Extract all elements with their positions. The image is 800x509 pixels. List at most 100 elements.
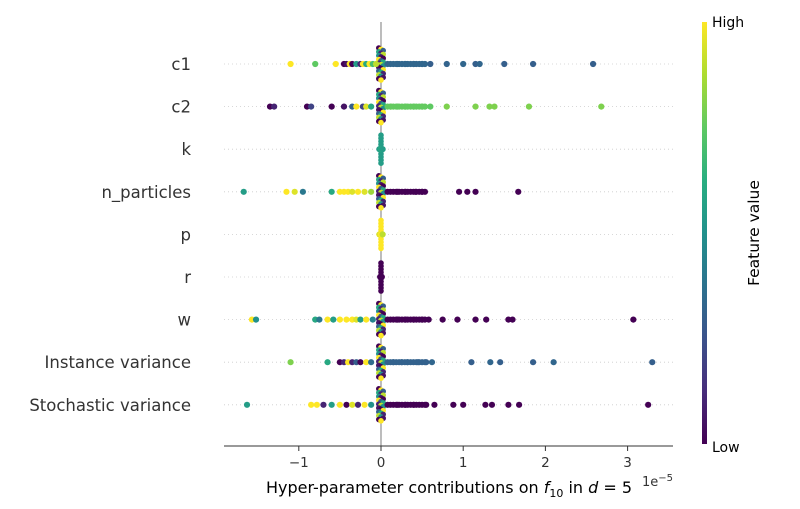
point-c2-10 — [368, 103, 375, 110]
band-dot-stochastic-variance — [421, 401, 429, 408]
point-stochastic-variance-17 — [460, 401, 467, 408]
point-w-19 — [454, 316, 461, 323]
point-n-particles-2 — [291, 188, 298, 195]
point-w-20 — [472, 316, 479, 323]
point-instance-variance-1 — [324, 359, 331, 366]
point-r-2 — [378, 273, 385, 281]
point-c2-5 — [340, 103, 348, 110]
feature-label-c2: c2 — [171, 98, 191, 117]
point-stochastic-variance-6 — [343, 401, 350, 408]
point-w-12 — [369, 316, 376, 323]
point-stochastic-variance-16 — [450, 401, 457, 408]
cluster-dot-stochastic-variance — [378, 418, 384, 424]
x-exponent-label: 1e−5 — [642, 473, 673, 490]
feature-label-stochastic-variance: Stochastic variance — [29, 396, 191, 415]
x-axis-title: Hyper-parameter contributions on f10 in … — [266, 478, 632, 500]
point-n-particles-3 — [299, 188, 307, 195]
x-exponent-power: −5 — [658, 473, 673, 484]
data-points — [240, 45, 656, 424]
band-dot-w — [421, 316, 429, 323]
colorbar — [702, 22, 707, 444]
point-w-1 — [252, 316, 260, 323]
x-tick-label-2: 1 — [459, 455, 468, 471]
x-tick-label-0: −1 — [289, 455, 309, 471]
point-stochastic-variance-2 — [313, 401, 320, 408]
x-tick-label-4: 3 — [623, 455, 632, 471]
point-instance-variance-18 — [497, 359, 504, 366]
point-stochastic-variance-1 — [308, 401, 315, 408]
point-stochastic-variance-0 — [243, 401, 251, 408]
point-w-6 — [336, 316, 343, 323]
x-tick-label-3: 2 — [541, 455, 550, 471]
x-title-prefix: Hyper-parameter contributions on — [266, 478, 544, 497]
point-stochastic-variance-4 — [328, 401, 335, 408]
point-w-7 — [343, 316, 350, 323]
point-instance-variance-21 — [649, 359, 656, 366]
point-c1-0 — [287, 60, 294, 68]
cluster-dot-p — [378, 245, 384, 252]
point-stochastic-variance-7 — [349, 401, 356, 408]
point-n-particles-19 — [515, 188, 522, 195]
cluster-dot-k — [378, 160, 384, 166]
band-dot-c1 — [421, 60, 429, 68]
point-n-particles-1 — [283, 188, 290, 195]
cluster-dot-r — [378, 288, 384, 294]
point-c2-18 — [472, 103, 479, 110]
point-c1-1 — [312, 60, 319, 68]
point-stochastic-variance-9 — [361, 401, 368, 408]
point-stochastic-variance-21 — [515, 401, 523, 408]
point-c1-22 — [476, 60, 483, 68]
point-w-11 — [363, 316, 370, 323]
point-w-21 — [483, 316, 490, 323]
point-c2-22 — [598, 103, 605, 110]
cluster-dot-n-particles — [378, 205, 384, 211]
point-c2-3 — [308, 103, 315, 110]
x-exponent-base: 1e — [642, 475, 658, 490]
row-gridlines — [224, 63, 673, 406]
point-c1-13 — [372, 60, 380, 68]
point-c2-1 — [271, 103, 278, 110]
feature-label-k: k — [181, 140, 191, 159]
feature-label-instance-variance: Instance variance — [45, 353, 191, 372]
cluster-dot-w — [378, 332, 384, 339]
point-stochastic-variance-3 — [320, 401, 327, 408]
point-stochastic-variance-18 — [482, 401, 489, 408]
point-w-3 — [316, 316, 323, 323]
point-instance-variance-19 — [529, 359, 537, 366]
point-c1-24 — [529, 60, 537, 68]
point-instance-variance-9 — [368, 359, 375, 366]
point-instance-variance-17 — [487, 359, 494, 366]
point-c2-16 — [427, 103, 434, 110]
point-instance-variance-8 — [363, 359, 370, 366]
colorbar-title: Feature value — [745, 180, 763, 286]
feature-label-w: w — [178, 311, 192, 330]
x-axis-ticks: −1 0 1 2 3 — [289, 446, 632, 471]
point-n-particles-8 — [349, 188, 356, 195]
cluster-dot-c2 — [378, 119, 384, 126]
point-n-particles-10 — [361, 188, 368, 195]
point-stochastic-variance-5 — [336, 401, 343, 408]
point-c1-2 — [332, 60, 339, 68]
point-c2-20 — [491, 103, 498, 110]
cluster-dot-instance-variance — [378, 375, 384, 382]
point-stochastic-variance-15 — [431, 401, 438, 408]
point-n-particles-17 — [464, 188, 471, 195]
point-w-18 — [439, 316, 446, 323]
cluster-dot-c1 — [378, 77, 384, 83]
point-c1-23 — [501, 60, 508, 68]
point-w-10 — [357, 316, 364, 323]
point-c1-19 — [443, 60, 450, 68]
point-instance-variance-20 — [550, 359, 557, 366]
point-n-particles-4 — [328, 188, 335, 195]
point-stochastic-variance-10 — [368, 401, 375, 408]
point-w-24 — [630, 316, 637, 323]
point-stochastic-variance-20 — [505, 401, 512, 408]
point-n-particles-16 — [455, 188, 463, 195]
point-n-particles-18 — [472, 188, 479, 195]
x-title-f: f — [544, 478, 552, 497]
feature-label-p: p — [181, 225, 191, 244]
point-w-4 — [324, 316, 331, 323]
band-dot-instance-variance — [421, 359, 429, 366]
feature-label-n-particles: n_particles — [101, 183, 191, 203]
